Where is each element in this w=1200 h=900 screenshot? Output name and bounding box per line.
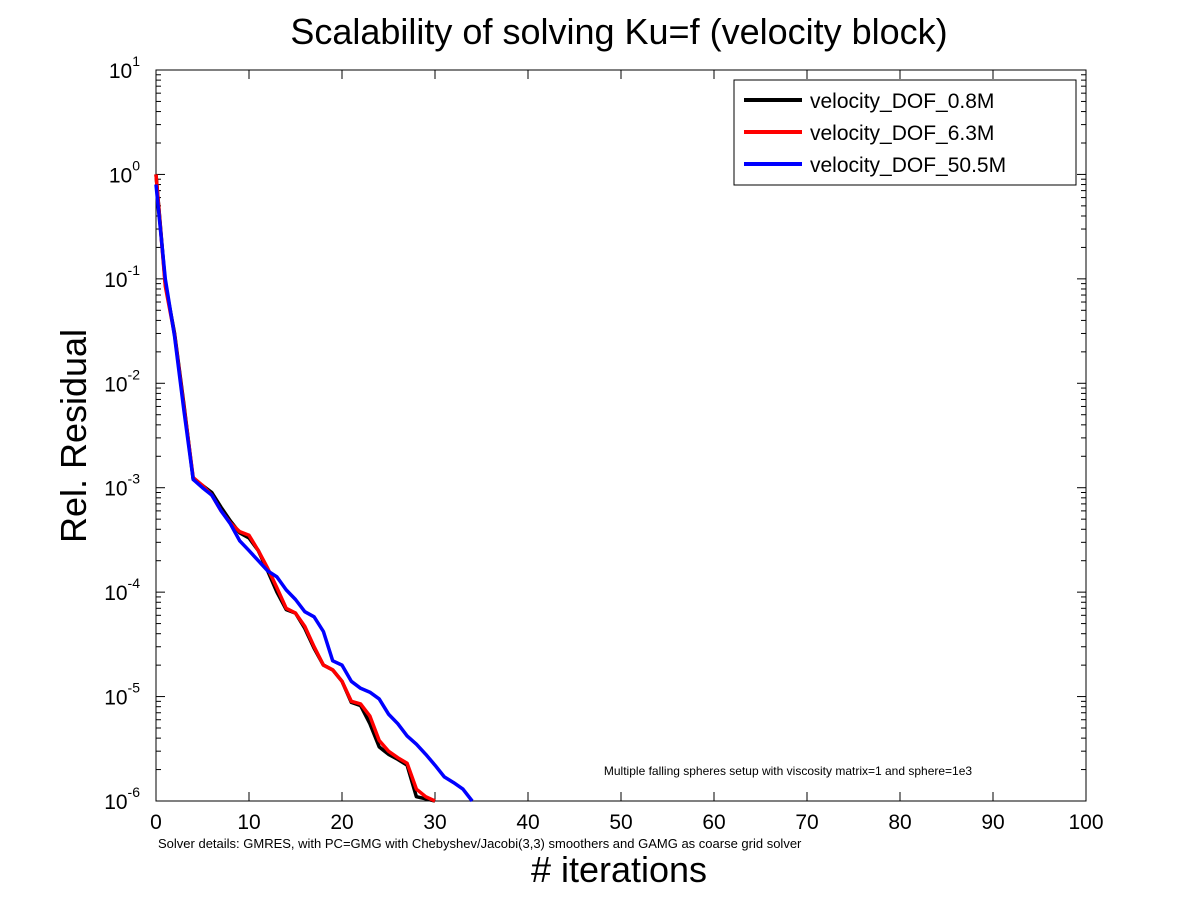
plot-area <box>155 69 1087 802</box>
y-tick-label: 10-4 <box>104 575 140 605</box>
y-axis-label: Rel. Residual <box>53 329 94 543</box>
y-tick-label: 10-6 <box>104 784 140 814</box>
y-tick-label: 10-3 <box>104 471 140 501</box>
x-tick-label: 20 <box>330 811 353 834</box>
x-tick-label: 10 <box>237 811 260 834</box>
y-tick-label: 10-1 <box>104 262 140 292</box>
legend: velocity_DOF_0.8M velocity_DOF_6.3Mveloci… <box>733 79 1077 186</box>
series-line-velocity-dof-50-5m <box>154 184 474 803</box>
x-tick-label: 70 <box>795 811 818 834</box>
legend-label: velocity_DOF_0.8M <box>810 90 994 113</box>
x-tick-label: 90 <box>981 811 1004 834</box>
x-axis-label: # iterations <box>531 849 707 890</box>
legend-label: velocity_DOF_50.5M <box>810 154 1006 177</box>
tick-labels: 0 10 20 30 40 50 60 70 80 90 100 101 100 10-1 10-2 10-3… <box>104 53 1103 834</box>
chart-annotation: Multiple falling spheres setup with visc… <box>604 764 973 778</box>
chart-title: Scalability of solving Ku=f (velocity bl… <box>290 11 947 52</box>
solver-footnote: Solver details: GMRES, with PC=GMG with … <box>158 836 802 851</box>
y-tick-label: 100 <box>109 157 140 187</box>
series-lines <box>154 174 474 803</box>
x-tick-label: 50 <box>609 811 632 834</box>
y-tick-label: 10-2 <box>104 366 140 396</box>
y-tick-label: 10-5 <box>104 680 140 710</box>
x-tick-label: 60 <box>702 811 725 834</box>
x-tick-label: 0 <box>150 811 162 834</box>
y-tick-label: 101 <box>109 53 140 83</box>
x-tick-label: 40 <box>516 811 539 834</box>
x-tick-label: 30 <box>423 811 446 834</box>
x-tick-label: 80 <box>888 811 911 834</box>
x-tick-label: 100 <box>1068 811 1103 834</box>
axis-ticks <box>155 69 1087 802</box>
legend-label: velocity_DOF_6.3M <box>810 122 994 145</box>
